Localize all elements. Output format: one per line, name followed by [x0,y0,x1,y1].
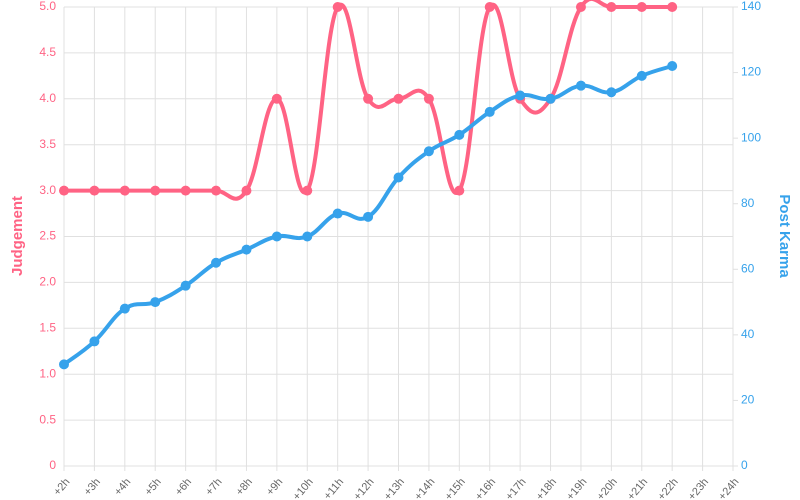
point [484,106,495,117]
point [667,61,678,72]
y-tick-label: 4.5 [39,45,56,59]
point [59,185,69,196]
y2-tick-label: 0 [741,458,748,472]
point [636,2,647,12]
point [150,185,161,196]
x-tick-label: +20h [595,476,620,500]
point [515,90,526,101]
x-tick-label: +23h [686,476,711,500]
y2-tick-label: 80 [741,196,755,210]
y-tick-label: 0.5 [39,412,56,426]
point [211,257,222,268]
point [454,129,465,140]
x-tick-label: +17h [504,476,529,500]
x-tick-label: +3h [82,476,103,498]
point [180,280,191,291]
y-axis-label: Judgement [9,196,26,276]
point [332,208,343,219]
x-tick-label: +8h [234,476,255,498]
y-tick-label: 0 [49,458,56,472]
point [423,93,434,104]
point [423,146,434,157]
y2-tick-label: 100 [741,130,761,144]
y-tick-label: 5.0 [39,0,56,13]
y-tick-label: 2.0 [39,275,56,289]
y-tick-label: 2.5 [39,229,56,243]
point [59,359,69,370]
y-tick-label: 1.5 [39,320,56,334]
x-tick-label: +2h [51,476,72,498]
point [667,2,678,12]
y-tick-label: 3.5 [39,137,56,151]
y2-tick-label: 60 [741,261,755,275]
point [363,93,374,104]
y2-tick-label: 120 [741,65,761,79]
x-tick-label: +7h [203,476,224,498]
x-tick-label: +14h [412,476,437,500]
point [302,185,313,196]
point [119,303,130,314]
x-tick-label: +19h [564,476,589,500]
y-tick-label: 4.0 [39,91,56,105]
point [363,211,374,222]
point [575,80,586,91]
point [454,185,465,196]
point [89,336,100,347]
point [484,2,495,12]
point [606,2,617,12]
point [211,185,222,196]
point [119,185,130,196]
point [271,231,282,242]
point [241,185,252,196]
x-tick-label: +9h [264,476,285,498]
point [241,244,252,255]
point [180,185,191,196]
x-tick-label: +10h [291,476,316,500]
y-tick-label: 1.0 [39,366,56,380]
point [545,93,556,104]
point [636,70,647,81]
point [393,93,404,104]
point [332,2,343,12]
x-tick-label: +6h [173,476,194,498]
x-tick-label: +11h [322,476,347,500]
x-tick-label: +5h [143,476,164,498]
x-tick-label: +15h [443,476,468,500]
x-tick-label: +21h [625,476,650,500]
point [302,231,313,242]
y2-tick-label: 140 [741,0,761,13]
x-tick-label: +13h [382,476,407,500]
point [89,185,100,196]
x-tick-label: +18h [534,476,559,500]
y2-tick-label: 20 [741,393,755,407]
x-tick-label: +16h [473,476,498,500]
x-tick-label: +12h [351,476,376,500]
y-tick-label: 3.0 [39,183,56,197]
point [606,87,617,98]
y2-tick-label: 40 [741,327,755,341]
point [150,297,161,308]
x-tick-label: +24h [716,476,741,500]
point [393,172,404,183]
y2-axis-label: Post Karma [776,194,793,278]
point [271,93,282,104]
x-tick-label: +4h [112,476,133,498]
x-tick-label: +22h [656,476,681,500]
point [575,2,586,12]
